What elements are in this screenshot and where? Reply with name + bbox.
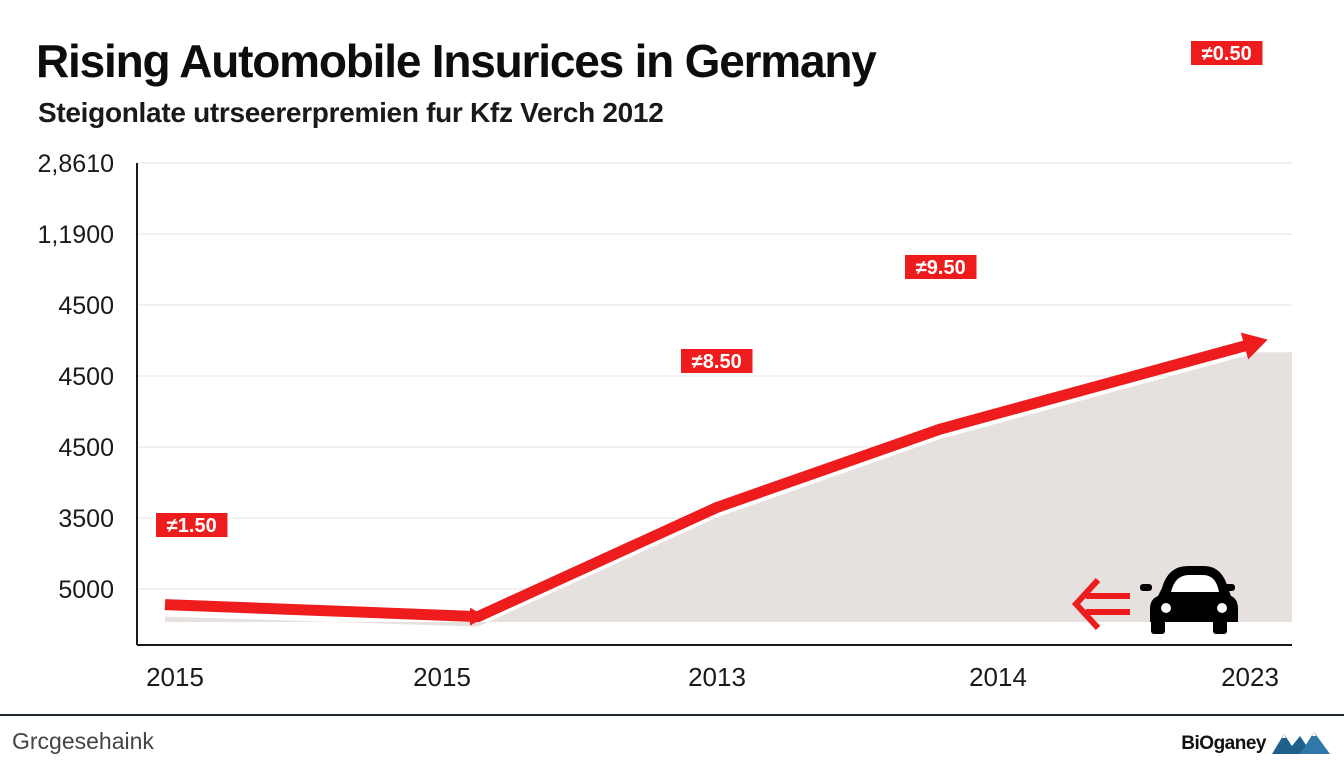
y-tick-label: 4500 <box>58 434 114 462</box>
data-label-box <box>679 347 755 375</box>
axes <box>136 163 1292 646</box>
data-label-text: ≠1.50 <box>167 515 217 537</box>
y-tick-label: 4500 <box>58 292 114 320</box>
x-tick-label: 2015 <box>146 662 204 692</box>
y-tick-label: 1,1900 <box>38 221 114 249</box>
y-tick-label: 4500 <box>58 363 114 391</box>
x-tick-label: 2015 <box>413 662 471 692</box>
data-label-text: ≠0.50 <box>1202 43 1252 65</box>
footer-brand: BiOganey <box>1181 733 1266 754</box>
y-tick-label: 5000 <box>58 576 114 604</box>
data-label-badge: ≠1.50 <box>154 511 230 539</box>
y-tick-label: 2,8610 <box>38 150 114 178</box>
double-arrow-left-icon <box>1071 577 1130 631</box>
data-label-badge: ≠9.50 <box>903 253 979 281</box>
series-line <box>164 332 1268 626</box>
x-tick-label: 2014 <box>969 662 1027 692</box>
data-label-box <box>1189 39 1265 67</box>
data-label-badge: ≠8.50 <box>679 347 755 375</box>
y-tick-labels: 2,8610 1,1900 4500 4500 4500 3500 5000 <box>38 150 114 604</box>
data-labels: ≠1.50 ≠8.50 ≠9.50 ≠0.50 <box>154 39 1265 539</box>
data-label-box <box>903 253 979 281</box>
series-line-path <box>164 336 1260 623</box>
area-fill <box>165 352 1292 627</box>
x-tick-label: 2013 <box>688 662 746 692</box>
footer-divider <box>0 714 1344 716</box>
car-icon <box>1140 566 1238 634</box>
data-label-badge: ≠0.50 <box>1189 39 1265 67</box>
footer-source-text: Grcgesehaink <box>12 728 154 754</box>
x-tick-label: 2023 <box>1221 662 1279 692</box>
data-label-box <box>154 511 230 539</box>
data-point-marker <box>470 607 486 626</box>
x-tick-labels: 2015 2015 2013 2014 2023 <box>146 662 1279 692</box>
data-label-text: ≠8.50 <box>692 351 742 373</box>
y-tick-label: 3500 <box>58 505 114 533</box>
chart-title: Rising Automobile Insurices in Germany <box>36 35 877 87</box>
line-arrowhead <box>1240 332 1268 360</box>
mountain-logo-icon <box>1272 732 1330 754</box>
data-label-text: ≠9.50 <box>916 257 966 279</box>
chart-subtitle: Steigonlate utrseererpremien fur Kfz Ver… <box>38 97 664 128</box>
area-region <box>165 352 1292 627</box>
